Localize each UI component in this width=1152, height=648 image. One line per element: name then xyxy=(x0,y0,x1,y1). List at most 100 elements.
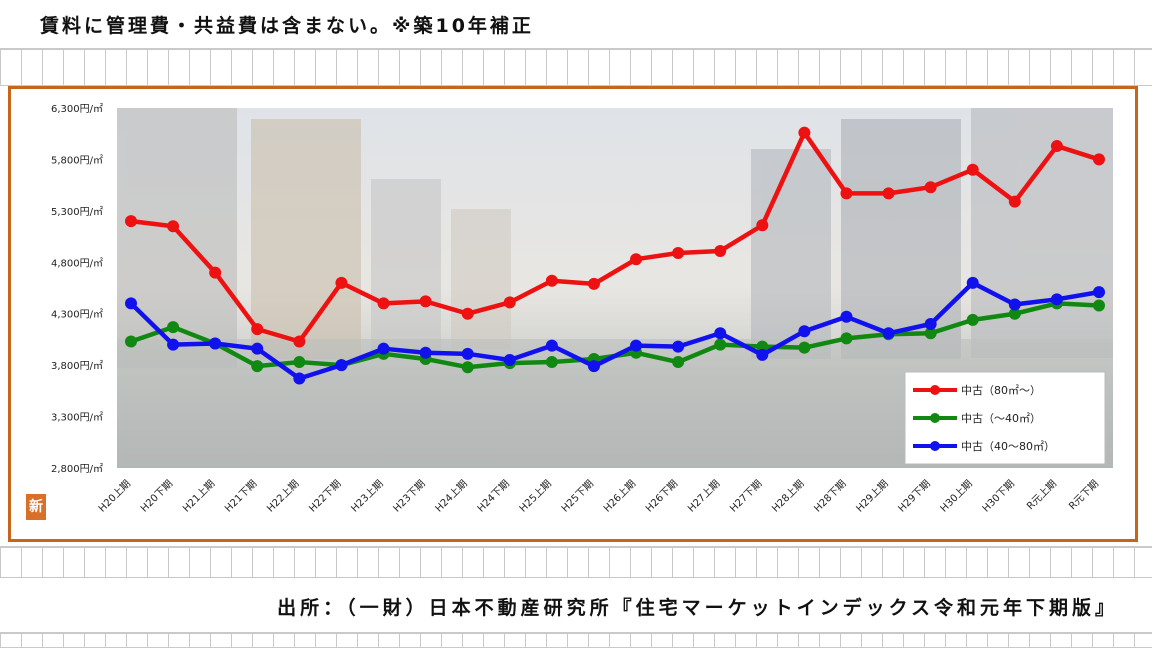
data-point-s2-16 xyxy=(798,325,811,338)
data-point-s1-4 xyxy=(293,356,306,369)
data-point-s2-5 xyxy=(335,359,348,372)
series-lines xyxy=(125,126,1105,385)
legend-marker-1 xyxy=(930,413,940,423)
x-tick-label: H23下期 xyxy=(391,478,428,515)
data-point-s1-20 xyxy=(966,313,979,326)
y-tick-label: 4,800円/㎡ xyxy=(51,257,103,269)
x-tick-label: H30上期 xyxy=(938,478,975,515)
chart-frame: 2,800円/㎡ 3,300円/㎡ 3,800円/㎡ 4,300円/㎡ 4,800円/㎡… xyxy=(8,86,1138,542)
x-tick-label: H29上期 xyxy=(854,478,891,515)
legend-label-0: 中古（80㎡～） xyxy=(961,384,1041,397)
data-point-s0-17 xyxy=(840,187,853,200)
y-tick-label: 6,300円/㎡ xyxy=(51,103,103,115)
legend-marker-0 xyxy=(930,385,940,395)
data-point-s0-4 xyxy=(293,335,306,348)
data-point-s0-22 xyxy=(1050,140,1063,153)
data-point-s2-18 xyxy=(882,327,895,340)
data-point-s2-14 xyxy=(714,327,727,340)
data-point-s0-21 xyxy=(1008,195,1021,208)
data-point-s2-4 xyxy=(293,372,306,385)
data-point-s0-18 xyxy=(882,187,895,200)
source-citation: 出所：（一財）日本不動産研究所『住宅マーケットインデックス令和元年下期版』 xyxy=(277,597,1118,619)
x-tick-label: R元上期 xyxy=(1024,478,1059,513)
grid-band-bottom xyxy=(0,632,1152,648)
data-point-s2-12 xyxy=(630,339,643,352)
data-point-s2-11 xyxy=(587,360,600,373)
data-point-s2-15 xyxy=(756,348,769,361)
line-chart: 2,800円/㎡ 3,300円/㎡ 3,800円/㎡ 4,300円/㎡ 4,800円/㎡… xyxy=(51,103,1113,515)
data-point-s2-17 xyxy=(840,310,853,323)
data-point-s2-10 xyxy=(545,339,558,352)
data-point-s2-8 xyxy=(461,347,474,360)
data-point-s2-1 xyxy=(167,338,180,351)
data-point-s2-0 xyxy=(125,297,137,310)
data-point-s0-15 xyxy=(756,219,769,232)
data-point-s2-7 xyxy=(419,346,432,359)
y-tick-label: 3,300円/㎡ xyxy=(51,412,103,424)
data-point-s2-23 xyxy=(1093,286,1105,299)
data-point-s2-20 xyxy=(966,276,979,289)
legend-label-1: 中古（～40㎡） xyxy=(961,412,1041,425)
x-tick-label: H29下期 xyxy=(896,478,933,515)
data-point-s0-12 xyxy=(630,253,643,266)
data-point-s1-1 xyxy=(167,321,180,334)
y-tick-label: 5,300円/㎡ xyxy=(51,206,103,218)
x-tick-label: H24上期 xyxy=(433,478,470,515)
y-tick-label: 2,800円/㎡ xyxy=(51,463,103,475)
x-tick-label: R元下期 xyxy=(1067,478,1102,513)
x-tick-label: H21上期 xyxy=(180,478,217,515)
series-line-0 xyxy=(130,130,1100,344)
new-badge-icon: 新 xyxy=(26,494,46,520)
data-point-s2-13 xyxy=(672,340,685,353)
data-point-s0-7 xyxy=(419,295,432,308)
data-point-s2-6 xyxy=(377,342,390,355)
data-point-s2-3 xyxy=(251,342,264,355)
y-tick-label: 4,300円/㎡ xyxy=(51,309,103,321)
data-point-s0-6 xyxy=(377,297,390,310)
x-tick-label: H22下期 xyxy=(307,478,344,515)
data-point-s0-13 xyxy=(672,247,685,260)
grid-band-mid xyxy=(0,546,1152,578)
data-point-s1-13 xyxy=(672,356,685,369)
x-tick-label: H23上期 xyxy=(349,478,386,515)
x-tick-label: H30下期 xyxy=(980,478,1017,515)
data-point-s0-2 xyxy=(209,266,222,279)
data-point-s2-21 xyxy=(1008,298,1021,311)
x-tick-label: H26上期 xyxy=(601,478,638,515)
data-point-s0-14 xyxy=(714,244,727,257)
data-point-s0-1 xyxy=(167,220,180,233)
x-tick-label: H28上期 xyxy=(770,478,807,515)
legend: 中古（80㎡～） 中古（～40㎡） 中古（40～80㎡） xyxy=(904,371,1106,465)
y-axis: 2,800円/㎡ 3,300円/㎡ 3,800円/㎡ 4,300円/㎡ 4,800円/㎡… xyxy=(51,103,103,475)
x-tick-label: H27下期 xyxy=(727,478,764,515)
y-tick-label: 3,800円/㎡ xyxy=(51,360,103,372)
data-point-s1-14 xyxy=(714,338,727,351)
data-point-s0-0 xyxy=(125,215,137,228)
data-point-s2-22 xyxy=(1050,293,1063,306)
data-point-s2-19 xyxy=(924,318,937,330)
data-point-s0-16 xyxy=(798,126,811,139)
data-point-s1-8 xyxy=(461,361,474,374)
data-point-s0-10 xyxy=(545,274,558,287)
data-point-s1-0 xyxy=(125,335,137,348)
grid-band-top xyxy=(0,48,1152,86)
rent-note: 賃料に管理費・共益費は含まない。※築10年補正 xyxy=(40,15,534,37)
data-point-s1-3 xyxy=(251,360,264,373)
x-tick-label: H25上期 xyxy=(517,478,554,515)
series-line-2 xyxy=(129,280,1100,381)
data-point-s0-20 xyxy=(966,163,979,176)
data-point-s0-3 xyxy=(251,323,264,336)
data-point-s1-15 xyxy=(756,340,769,353)
x-tick-label: H28下期 xyxy=(812,478,849,515)
x-tick-label: H27上期 xyxy=(685,478,722,515)
x-axis: H20上期 H20下期 H21上期 H21下期 H22上期 H22下期 H23上期 H23下期… xyxy=(96,478,1101,515)
data-point-s2-2 xyxy=(209,337,222,350)
x-tick-label: H22上期 xyxy=(265,478,302,515)
legend-marker-2 xyxy=(930,441,940,451)
data-point-s1-23 xyxy=(1093,299,1105,312)
data-point-s0-5 xyxy=(335,276,348,289)
data-point-s1-10 xyxy=(545,356,558,369)
x-tick-label: H24下期 xyxy=(475,478,512,515)
x-tick-label: H25下期 xyxy=(559,478,596,515)
data-point-s1-19 xyxy=(924,327,937,340)
